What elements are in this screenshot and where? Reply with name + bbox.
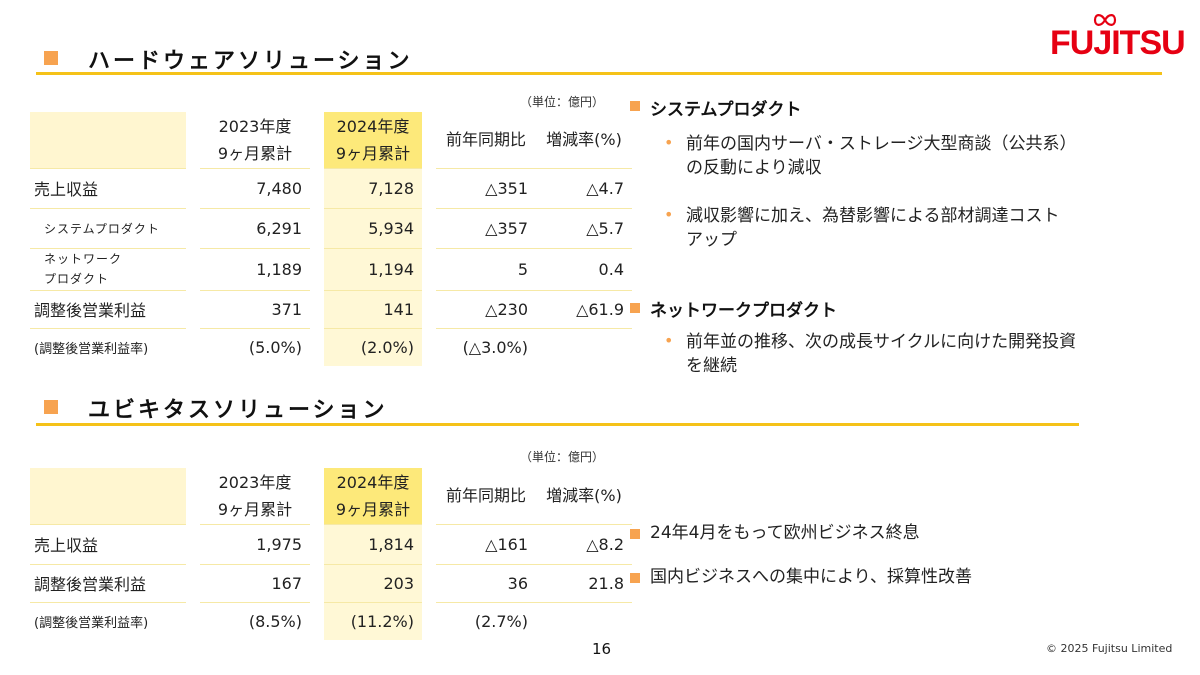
- cell-fy2023: 1,975: [200, 523, 310, 564]
- cell-yoy: △161: [436, 523, 536, 564]
- cell-fy2023: (5.0%): [200, 327, 310, 366]
- cell-fy2024: 141: [324, 289, 422, 328]
- cell-rate: △5.7: [536, 207, 632, 248]
- cell-yoy: 5: [436, 247, 536, 290]
- note-text: 24年4月をもって欧州ビジネス終息: [650, 523, 920, 543]
- header-fy2024: 2024年度 9ヶ月累計: [324, 468, 422, 524]
- dot-icon: •: [664, 331, 674, 350]
- cell-fy2024: 203: [324, 563, 422, 602]
- section-bullet-icon: [44, 51, 58, 65]
- table-row: 調整後営業利益 167 203 36 21.8: [30, 563, 632, 602]
- header-fy2024: 2024年度 9ヶ月累計: [324, 112, 422, 168]
- unit-label: （単位：億円）: [520, 450, 605, 464]
- table-header-row: 2023年度 9ヶ月累計 2024年度 9ヶ月累計 前年同期比 増減率(%): [30, 112, 632, 168]
- table-row: ネットワーク プロダクト 1,189 1,194 5 0.4: [30, 247, 632, 290]
- table-row: (調整後営業利益率) (8.5%) (11.2%) (2.7%): [30, 601, 632, 640]
- cell-yoy: △351: [436, 167, 536, 208]
- cell-rate: 0.4: [536, 247, 632, 290]
- table-row: 調整後営業利益 371 141 △230 △61.9: [30, 289, 632, 328]
- header-rate: 増減率(%): [546, 130, 622, 150]
- cell-rate: △4.7: [536, 167, 632, 208]
- cell-fy2023: 167: [200, 563, 310, 602]
- cell-yoy: △357: [436, 207, 536, 248]
- table-row: 売上収益 7,480 7,128 △351 △4.7: [30, 167, 632, 208]
- note-bullet-icon: [630, 573, 640, 583]
- header-fy2023: 2023年度 9ヶ月累計: [217, 472, 293, 519]
- cell-rate: △61.9: [536, 289, 632, 328]
- note-bullet-icon: [630, 303, 640, 313]
- header-yoy: 前年同期比: [445, 486, 526, 506]
- header-fy2023: 2023年度 9ヶ月累計: [217, 116, 293, 163]
- table-header-row: 2023年度 9ヶ月累計 2024年度 9ヶ月累計 前年同期比 増減率(%): [30, 468, 632, 524]
- table-row: (調整後営業利益率) (5.0%) (2.0%) (△3.0%): [30, 327, 632, 366]
- cell-fy2024: 7,128: [324, 167, 422, 208]
- hardware-section-title: ハードウェアソリューション: [88, 49, 413, 74]
- section-bullet-icon: [44, 400, 58, 414]
- table-row: システムプロダクト 6,291 5,934 △357 △5.7: [30, 207, 632, 248]
- ubiquitous-section-title: ユビキタスソリューション: [88, 398, 388, 423]
- page-number: 16: [592, 640, 612, 658]
- cell-rate: [536, 601, 632, 640]
- header-blank: [30, 112, 186, 168]
- copyright: © 2025 Fujitsu Limited: [1046, 642, 1173, 655]
- unit-label: （単位：億円）: [520, 95, 605, 109]
- row-label: 売上収益: [30, 523, 186, 564]
- cell-rate: △8.2: [536, 523, 632, 564]
- logo-infinity-mark: [1093, 14, 1117, 26]
- cell-rate: 21.8: [536, 563, 632, 602]
- note-text: 前年の国内サーバ・ストレージ大型商談（公共系） の反動により減収: [686, 134, 1077, 178]
- note-bullet-icon: [630, 101, 640, 111]
- header-blank: [30, 468, 186, 524]
- cell-fy2023: 7,480: [200, 167, 310, 208]
- hardware-table: 2023年度 9ヶ月累計 2024年度 9ヶ月累計 前年同期比 増減率(%) 売上収…: [30, 112, 632, 366]
- note-text: 前年並の推移、次の成長サイクルに向けた開発投資 を継続: [686, 332, 1077, 376]
- fujitsu-logo: FUJITSU: [1050, 24, 1186, 62]
- cell-fy2024: (11.2%): [324, 601, 422, 640]
- row-label: 売上収益: [30, 167, 186, 208]
- row-label: システムプロダクト: [30, 207, 186, 248]
- row-label: 調整後営業利益: [30, 563, 186, 602]
- note-bullet-icon: [630, 529, 640, 539]
- dot-icon: •: [664, 205, 674, 224]
- cell-fy2023: 1,189: [200, 247, 310, 290]
- section-divider: [36, 72, 1162, 75]
- cell-yoy: △230: [436, 289, 536, 328]
- row-label: 調整後営業利益: [30, 289, 186, 328]
- note-heading-system-product: システムプロダクト: [650, 100, 802, 120]
- header-yoy: 前年同期比: [445, 130, 526, 150]
- cell-fy2024: 5,934: [324, 207, 422, 248]
- cell-fy2023: 6,291: [200, 207, 310, 248]
- header-rate: 増減率(%): [546, 486, 622, 506]
- cell-fy2024: 1,814: [324, 523, 422, 564]
- cell-fy2024: (2.0%): [324, 327, 422, 366]
- note-text: 国内ビジネスへの集中により、採算性改善: [650, 567, 972, 587]
- dot-icon: •: [664, 133, 674, 152]
- cell-yoy: 36: [436, 563, 536, 602]
- cell-yoy: (2.7%): [436, 601, 536, 640]
- note-heading-network-product: ネットワークプロダクト: [650, 301, 837, 321]
- cell-rate: [536, 327, 632, 366]
- cell-fy2023: 371: [200, 289, 310, 328]
- cell-yoy: (△3.0%): [436, 327, 536, 366]
- row-label: ネットワーク プロダクト: [30, 247, 186, 290]
- ubiquitous-table: 2023年度 9ヶ月累計 2024年度 9ヶ月累計 前年同期比 増減率(%) 売上収…: [30, 468, 632, 640]
- row-label: (調整後営業利益率): [30, 601, 186, 640]
- cell-fy2023: (8.5%): [200, 601, 310, 640]
- section-divider: [36, 423, 1079, 426]
- note-text: 減収影響に加え、為替影響による部材調達コスト アップ: [686, 206, 1060, 250]
- cell-fy2024: 1,194: [324, 247, 422, 290]
- table-row: 売上収益 1,975 1,814 △161 △8.2: [30, 523, 632, 564]
- row-label: (調整後営業利益率): [30, 327, 186, 366]
